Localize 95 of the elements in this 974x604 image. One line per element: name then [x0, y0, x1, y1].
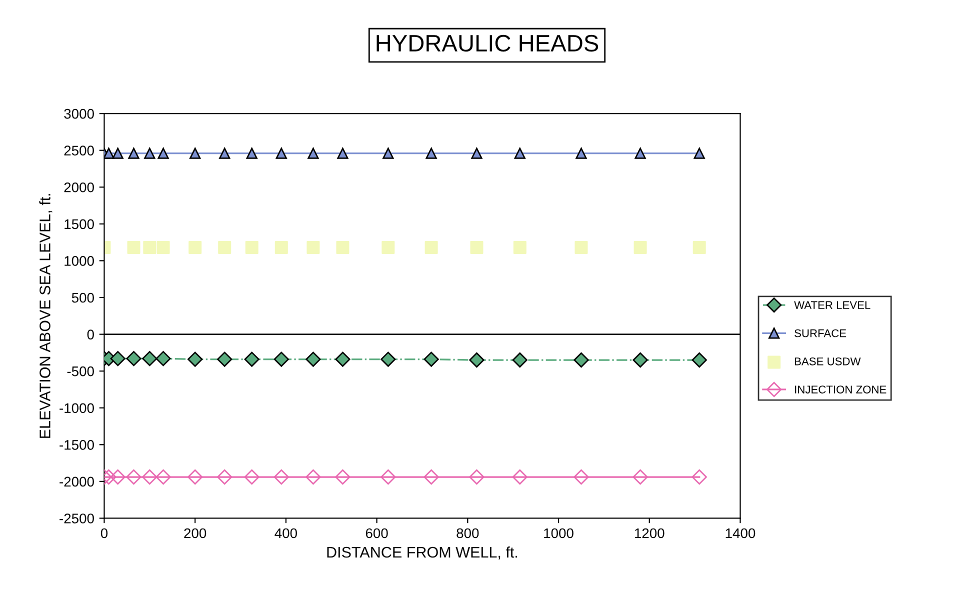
x-tick-label: 800	[456, 528, 479, 538]
y-tick-label: -2500	[60, 514, 94, 524]
point	[142, 469, 158, 485]
point	[126, 350, 142, 366]
point	[127, 240, 140, 254]
point	[694, 148, 705, 159]
point	[574, 352, 589, 368]
point	[469, 469, 484, 485]
legend-label: BASE USDW	[794, 357, 861, 366]
point	[380, 352, 396, 367]
point	[219, 148, 230, 159]
point	[276, 148, 287, 159]
point	[217, 469, 232, 485]
point	[306, 240, 320, 254]
x-tick-label: 1400	[726, 528, 756, 538]
point	[308, 148, 319, 159]
legend-label: INJECTION ZONE	[795, 386, 886, 394]
point	[380, 469, 396, 485]
x-axis-title: DISTANCE FROM WELL, ft.	[327, 546, 518, 560]
x-tick-label: 200	[184, 528, 206, 538]
point	[337, 148, 348, 159]
point	[244, 352, 260, 367]
point	[424, 469, 439, 485]
point	[424, 352, 439, 367]
point	[110, 469, 126, 485]
point	[274, 240, 288, 254]
x-tick-label: 1200	[634, 528, 664, 538]
point	[632, 469, 648, 485]
point	[112, 148, 124, 159]
point	[218, 240, 232, 254]
point	[335, 352, 350, 367]
point	[470, 240, 484, 254]
point	[692, 352, 707, 368]
point	[142, 350, 158, 366]
point	[190, 148, 201, 159]
point	[382, 240, 395, 254]
point	[692, 240, 706, 254]
point	[245, 240, 258, 254]
x-tick-label: 400	[274, 528, 297, 538]
point	[512, 352, 528, 368]
point	[306, 352, 321, 367]
y-tick-label: -2000	[60, 476, 94, 487]
y-tick-label: -1500	[60, 440, 94, 450]
y-tick-label: 2500	[64, 146, 94, 156]
point	[156, 240, 170, 254]
point	[274, 469, 289, 485]
point	[336, 240, 350, 254]
point	[471, 148, 482, 159]
point	[143, 240, 156, 254]
point	[158, 148, 169, 159]
point	[110, 350, 126, 366]
point	[574, 469, 589, 485]
legend-label: WATER LEVEL	[794, 301, 870, 309]
legend-label: SURFACE	[794, 329, 846, 338]
point	[692, 469, 707, 485]
y-tick-label: 500	[72, 292, 94, 303]
point	[576, 148, 587, 159]
point	[188, 240, 202, 254]
point	[217, 352, 232, 367]
y-axis-title: ELEVATION ABOVE SEA LEVEL, ft.	[39, 194, 52, 438]
point	[426, 148, 437, 159]
point	[574, 240, 588, 254]
point	[513, 240, 526, 254]
point	[424, 240, 438, 254]
point	[144, 148, 156, 159]
y-tick-label: 1000	[64, 256, 94, 266]
point	[512, 469, 528, 485]
point	[156, 469, 171, 485]
point	[634, 148, 646, 159]
y-tick-label: 1500	[64, 219, 94, 230]
y-tick-label: 3000	[64, 108, 94, 119]
point	[469, 352, 484, 368]
point	[632, 352, 648, 368]
point	[514, 148, 526, 159]
point	[634, 240, 647, 254]
point	[126, 469, 142, 485]
point	[104, 148, 114, 159]
chart-title: HYDRAULIC HEADS	[376, 34, 598, 52]
point	[128, 148, 140, 159]
x-tick-label: 600	[366, 528, 388, 538]
point	[335, 469, 350, 485]
point	[382, 148, 394, 159]
point	[246, 148, 258, 159]
y-tick-label: 2000	[64, 182, 94, 192]
point	[156, 350, 171, 366]
y-tick-label: -1000	[60, 403, 94, 414]
y-tick-label: 0	[87, 330, 94, 340]
y-tick-label: -500	[67, 366, 94, 376]
x-tick-label: 1000	[544, 528, 574, 538]
point	[244, 469, 260, 485]
x-tick-label: 0	[100, 528, 108, 538]
point	[274, 352, 289, 367]
point	[188, 469, 203, 485]
point	[306, 469, 321, 485]
point	[188, 352, 203, 367]
